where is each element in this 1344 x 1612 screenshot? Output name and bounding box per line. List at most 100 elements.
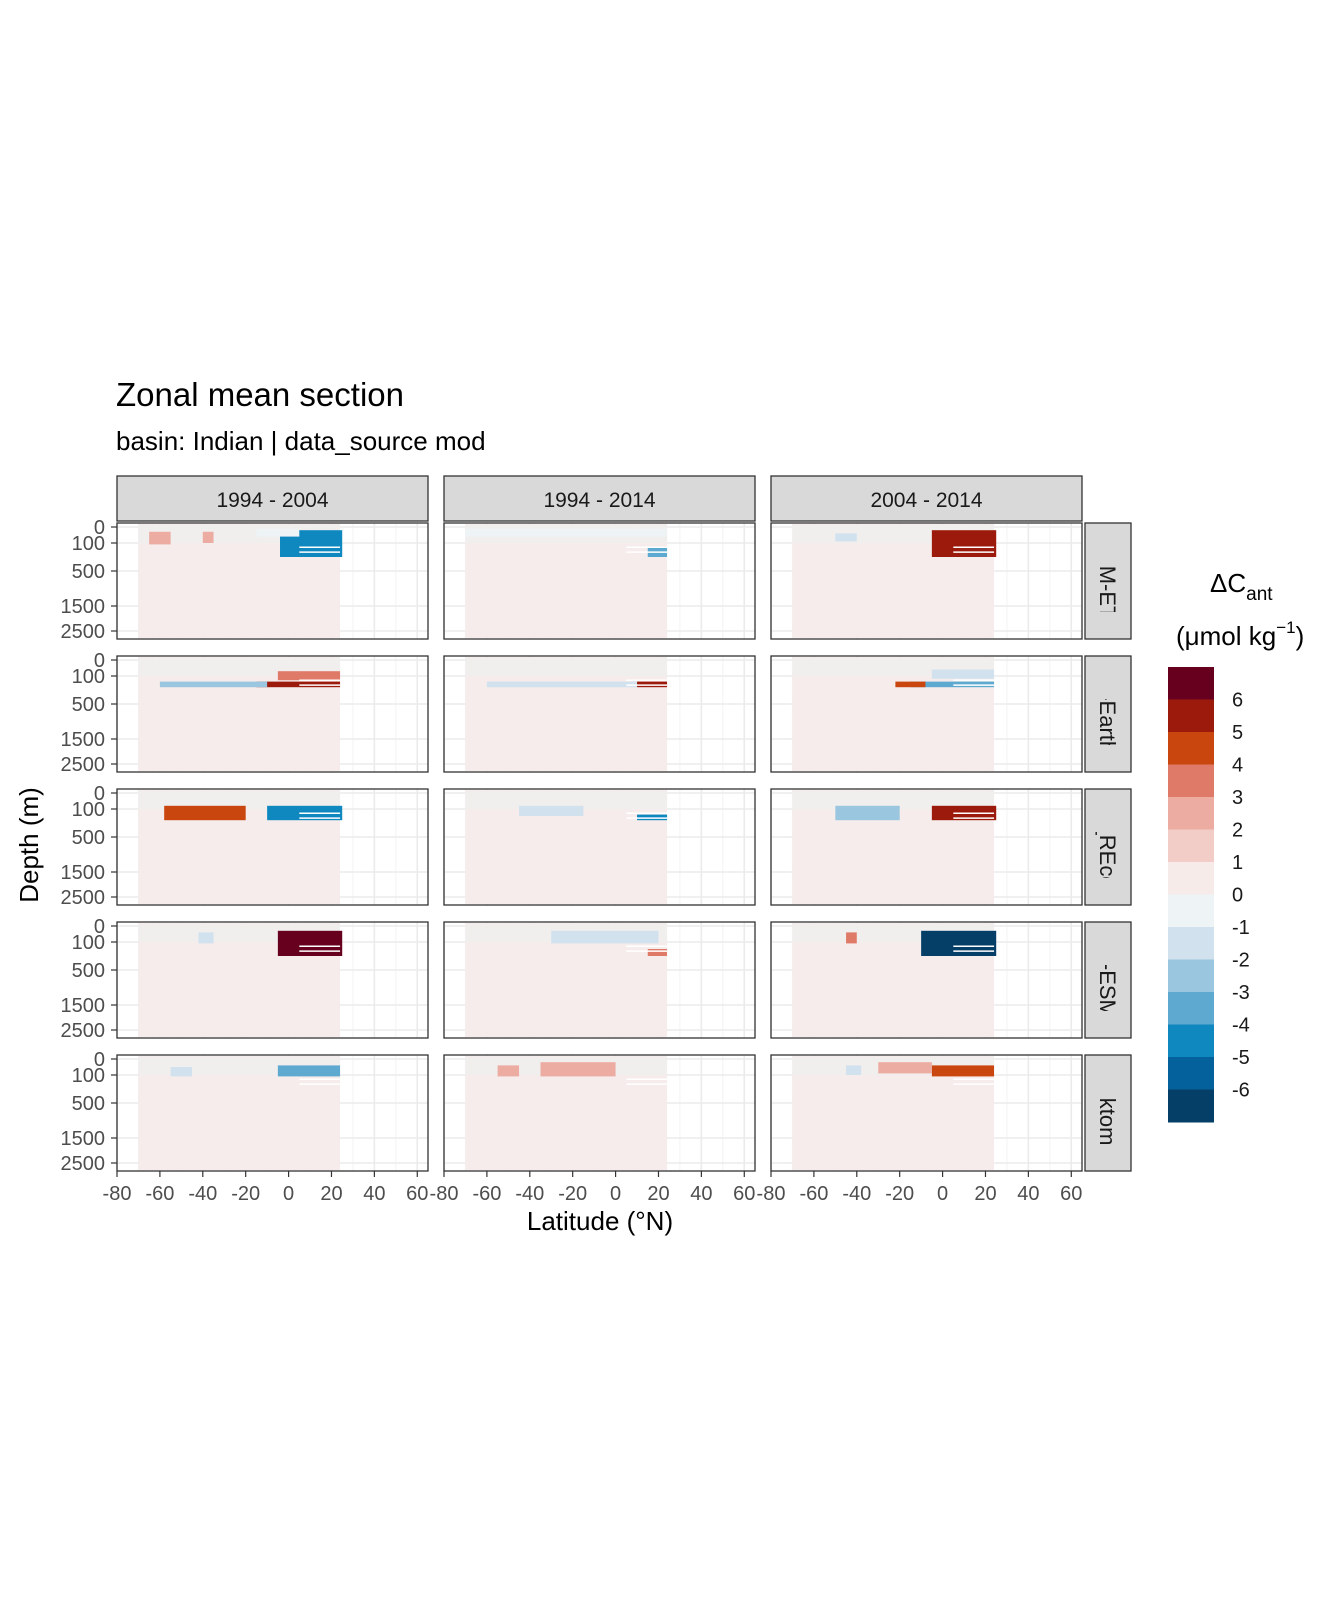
y-tick-label: 1500 bbox=[61, 995, 106, 1017]
anomaly-cell bbox=[198, 932, 214, 944]
row-strip-label: EC-Earth3 bbox=[1095, 663, 1120, 766]
y-tick-label: 500 bbox=[72, 1093, 105, 1115]
legend-units-sup: −1 bbox=[1276, 618, 1295, 637]
anomaly-cell bbox=[159, 681, 268, 688]
legend-label: 6 bbox=[1232, 690, 1243, 712]
y-tick-label: 1500 bbox=[61, 1128, 106, 1150]
y-tick-label: 1500 bbox=[61, 729, 106, 751]
surface-layer bbox=[465, 658, 668, 677]
y-tick-label: 2500 bbox=[61, 621, 106, 643]
x-tick-label: 40 bbox=[363, 1183, 385, 1205]
y-tick-label: 0 bbox=[94, 916, 105, 938]
facet-panel-r1-c0 bbox=[116, 655, 429, 773]
row-strip-1: EC-Earth3 bbox=[1084, 655, 1132, 773]
legend-title-sub: ant bbox=[1246, 584, 1273, 605]
y-tick-label: 100 bbox=[72, 1065, 105, 1087]
column-strip-0: 1994 - 2004 bbox=[116, 475, 429, 522]
anomaly-cell bbox=[846, 932, 857, 944]
anomaly-cell bbox=[551, 930, 659, 944]
row-strip-3: MRI-ESM2- bbox=[1084, 921, 1132, 1039]
facet-panel-r4-c0 bbox=[116, 1054, 429, 1172]
x-tick-label: 60 bbox=[733, 1183, 755, 1205]
surface-layer bbox=[138, 791, 341, 810]
anomaly-cell bbox=[921, 930, 997, 956]
column-strip-2: 2004 - 2014 bbox=[770, 475, 1083, 522]
facet-panel-r0-c0 bbox=[116, 522, 429, 640]
row-strip-background bbox=[1084, 921, 1132, 1039]
chart-subtitle: basin: Indian | data_source mod bbox=[116, 426, 486, 456]
row-strip-label: OM_REcoM bbox=[1095, 787, 1120, 907]
row-strip-background bbox=[1084, 522, 1132, 640]
anomaly-cell bbox=[486, 681, 638, 688]
panel-border bbox=[116, 921, 429, 1039]
facet-panel-r4-c1 bbox=[443, 1054, 756, 1172]
x-tick-label: 60 bbox=[1060, 1183, 1082, 1205]
legend-swatch bbox=[1168, 927, 1214, 960]
legend-label: -3 bbox=[1232, 982, 1250, 1004]
anomaly-cell bbox=[895, 681, 926, 688]
legend-label: 5 bbox=[1232, 722, 1243, 744]
x-tick-label: 20 bbox=[974, 1183, 996, 1205]
legend-swatch bbox=[1168, 1024, 1214, 1058]
x-axis-label: Latitude (°N) bbox=[527, 1206, 673, 1236]
panel-border bbox=[443, 1054, 756, 1172]
anomaly-cell bbox=[256, 681, 341, 688]
y-tick-label: 500 bbox=[72, 827, 105, 849]
y-tick-label: 100 bbox=[72, 799, 105, 821]
x-axis-col-2: -80 -60 -40 -20 0 20 40 60 bbox=[757, 1171, 1082, 1205]
anomaly-cell bbox=[931, 1065, 995, 1077]
facet-panel-r1-c2 bbox=[770, 655, 1083, 773]
legend-units: (μmol kg−1) bbox=[1176, 618, 1304, 651]
panel-border bbox=[116, 522, 429, 640]
y-tick-label: 2500 bbox=[61, 754, 106, 776]
anomaly-cell bbox=[540, 1062, 616, 1077]
y-tick-label: 2500 bbox=[61, 1153, 106, 1175]
column-strip-background bbox=[443, 475, 756, 522]
facet-panels bbox=[116, 522, 1083, 1172]
y-tick-label: 500 bbox=[72, 960, 105, 982]
y-tick-label: 0 bbox=[94, 783, 105, 805]
legend-swatch bbox=[1168, 732, 1214, 765]
anomaly-cell bbox=[846, 1065, 862, 1075]
row-strip-2: OM_REcoM bbox=[1084, 787, 1132, 907]
facet-panel-r2-c0 bbox=[116, 788, 429, 906]
panel-border bbox=[770, 522, 1083, 640]
anomaly-cell bbox=[170, 1067, 193, 1077]
panel-border bbox=[770, 655, 1083, 773]
legend-label: 2 bbox=[1232, 820, 1243, 842]
facet-panel-r0-c2 bbox=[770, 522, 1083, 640]
column-strip-label: 1994 - 2014 bbox=[543, 489, 655, 512]
legend-labels: 6 5 4 3 2 1 0 -1 -2 -3 -4 -5 -6 bbox=[1232, 690, 1250, 1102]
facet-panel-r3-c2 bbox=[770, 921, 1083, 1039]
legend-swatch bbox=[1168, 894, 1214, 928]
column-strip-1: 1994 - 2014 bbox=[443, 475, 756, 522]
column-strips: 1994 - 2004 1994 - 2014 2004 - 2014 bbox=[116, 475, 1083, 522]
x-tick-label: -60 bbox=[472, 1183, 501, 1205]
anomaly-cell bbox=[277, 671, 341, 681]
row-strip-label: CESM-ETH: bbox=[1095, 521, 1120, 642]
panel-border bbox=[443, 788, 756, 906]
x-tick-label: -60 bbox=[145, 1183, 174, 1205]
y-tick-label: 100 bbox=[72, 666, 105, 688]
panel-border bbox=[770, 921, 1083, 1039]
surface-layer bbox=[792, 791, 995, 810]
anomaly-cell bbox=[910, 681, 995, 688]
legend-swatch bbox=[1168, 667, 1214, 700]
x-axes: -80 -60 -40 -20 0 20 40 60 -80 -60 -40 -20 0 20 40 60 -8… bbox=[103, 1171, 1082, 1205]
anomaly-cell bbox=[647, 949, 668, 956]
row-strip-background bbox=[1084, 655, 1132, 773]
y-tick-label: 1500 bbox=[61, 596, 106, 618]
legend-label: 4 bbox=[1232, 755, 1243, 777]
anomaly-cell bbox=[835, 533, 857, 542]
chart-title: Zonal mean section bbox=[116, 376, 404, 413]
legend-swatch bbox=[1168, 1057, 1214, 1090]
legend-label: 3 bbox=[1232, 787, 1243, 809]
legend-swatch bbox=[1168, 829, 1214, 863]
y-tick-label: 0 bbox=[94, 650, 105, 672]
anomaly-cell bbox=[149, 531, 171, 545]
x-tick-label: 40 bbox=[1017, 1183, 1039, 1205]
anomaly-cell bbox=[931, 669, 995, 679]
facet-panel-r3-c0 bbox=[116, 921, 429, 1039]
